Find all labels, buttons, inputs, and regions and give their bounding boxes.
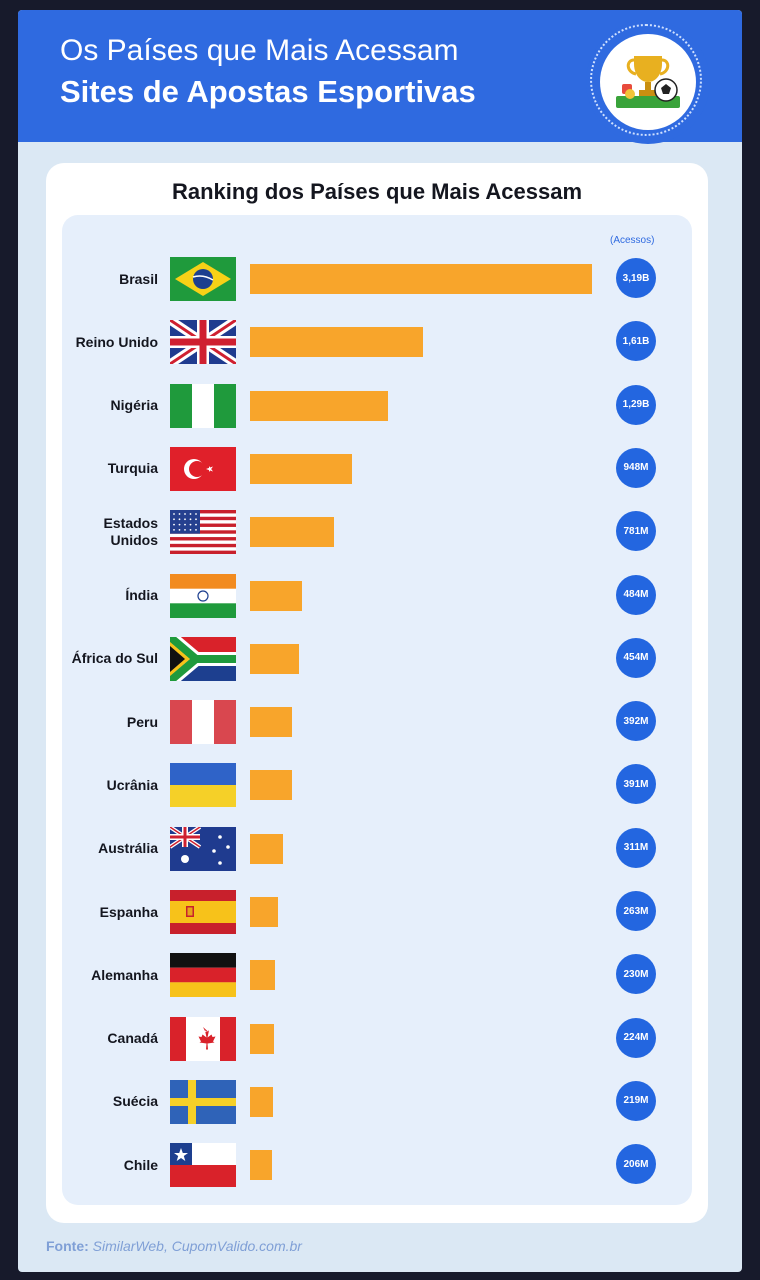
chart-row: Suécia 219M <box>62 1078 692 1126</box>
value-badge: 230M <box>616 954 656 995</box>
country-label: Suécia <box>112 1093 158 1110</box>
bar <box>250 1150 272 1181</box>
country-label: Peru <box>126 713 158 730</box>
infographic: Os Países que Mais Acessam Sites de Apos… <box>18 10 742 1272</box>
bar <box>250 580 302 611</box>
trophy-icon <box>616 56 680 108</box>
brazil-flag-icon <box>170 257 236 301</box>
value-badge: 484M <box>616 574 656 615</box>
chart-row: Brasil 3,19B <box>62 255 692 303</box>
unit-label: (Acessos) <box>610 235 655 246</box>
bar <box>250 833 283 864</box>
chart-title: Ranking dos Países que Mais Acessam <box>171 179 583 204</box>
chart-row: Espanha 263M <box>62 888 692 936</box>
country-label: Ucrânia <box>106 776 158 793</box>
trophy-soccer-ball-icon <box>586 20 710 144</box>
country-label: Nigéria <box>110 397 158 414</box>
united-states-flag-icon <box>170 510 236 555</box>
chart-row: Ucrânia 391M <box>62 761 692 809</box>
chart-row: Estados Unidos 781M <box>62 508 692 556</box>
turkey-flag-icon <box>170 446 236 491</box>
value-badge: 3,19B <box>616 258 656 298</box>
ranking-card: Ranking dos Países que Mais Acessam (Ace… <box>46 163 708 1223</box>
header-title-line1: Os Países que Mais Acessam <box>60 34 459 67</box>
country-label: África do Sul <box>71 650 158 667</box>
chart-row: Alemanha 230M <box>62 951 692 999</box>
country-label: Índia <box>125 587 158 604</box>
sweden-flag-icon <box>170 1079 236 1124</box>
value-badge: 392M <box>616 701 656 742</box>
chart-row: Reino Unido 1,61B <box>62 316 692 369</box>
spain-flag-icon <box>170 890 236 934</box>
bar <box>250 960 275 991</box>
chile-flag-icon <box>170 1143 236 1188</box>
value-badge: 391M <box>616 764 656 805</box>
value-badge: 263M <box>616 891 656 931</box>
country-label: Canadá <box>107 1030 158 1047</box>
peru-flag-icon <box>170 700 236 745</box>
source-label: Fonte: <box>46 1238 89 1254</box>
country-label: Austrália <box>98 840 158 857</box>
header-title-line2: Sites de Apostas Esportivas <box>60 74 476 109</box>
header-banner: Os Países que Mais Acessam Sites de Apos… <box>18 10 742 144</box>
value-badge: 781M <box>616 511 656 552</box>
value-badge: 206M <box>616 1144 656 1185</box>
value-badge: 1,29B <box>616 384 656 425</box>
value-badge: 1,61B <box>616 321 656 362</box>
south-africa-flag-icon <box>165 631 236 687</box>
country-label: Alemanha <box>91 966 158 983</box>
united-kingdom-flag-icon <box>167 316 239 369</box>
country-label: Reino Unido <box>75 333 158 350</box>
country-label: Brasil <box>119 270 158 287</box>
nigeria-flag-icon <box>170 383 236 428</box>
logo-ring <box>590 24 702 136</box>
logo-badge <box>600 34 696 130</box>
chart-row: Nigéria 1,29B <box>62 382 692 430</box>
chart-row: Índia 484M <box>62 572 692 620</box>
value-badge: 219M <box>616 1080 656 1121</box>
bar <box>250 517 334 548</box>
source-note: Fonte: SimilarWeb, CupomValido.com.br <box>46 1238 302 1254</box>
ukraine-flag-icon <box>170 763 236 808</box>
bar <box>250 770 292 801</box>
country-label: Estados Unidos <box>103 515 158 549</box>
value-badge: 224M <box>616 1017 656 1058</box>
chart-row: Peru 392M <box>62 698 692 746</box>
bar <box>250 707 292 738</box>
chart-panel: (Acessos) Brasil 3,19B Reino Unido 1,61B Nig… <box>62 215 692 1205</box>
country-label: Espanha <box>99 903 158 920</box>
country-label: Chile <box>123 1156 158 1173</box>
bar <box>250 897 278 927</box>
value-badge: 454M <box>616 637 656 678</box>
bar <box>250 1023 274 1054</box>
bar <box>250 264 592 294</box>
india-flag-icon <box>170 573 236 618</box>
canada-flag-icon <box>170 1016 236 1061</box>
value-badge: 948M <box>616 447 656 488</box>
chart-row: Chile 206M <box>62 1141 692 1189</box>
country-label: Turquia <box>107 460 158 477</box>
chart-row: Turquia 948M <box>62 445 692 493</box>
bar <box>250 327 423 358</box>
chart-row: Austrália 311M <box>62 825 692 873</box>
chart-row: Canadá 224M <box>62 1015 692 1063</box>
bar <box>250 643 299 674</box>
source-text: SimilarWeb, CupomValido.com.br <box>92 1238 302 1254</box>
value-badge: 311M <box>616 827 656 868</box>
germany-flag-icon <box>170 953 236 998</box>
chart-row: África do Sul 454M <box>62 631 692 687</box>
australia-flag-icon <box>168 825 236 871</box>
bar <box>250 390 388 421</box>
bar <box>250 453 352 484</box>
bar <box>250 1086 273 1117</box>
